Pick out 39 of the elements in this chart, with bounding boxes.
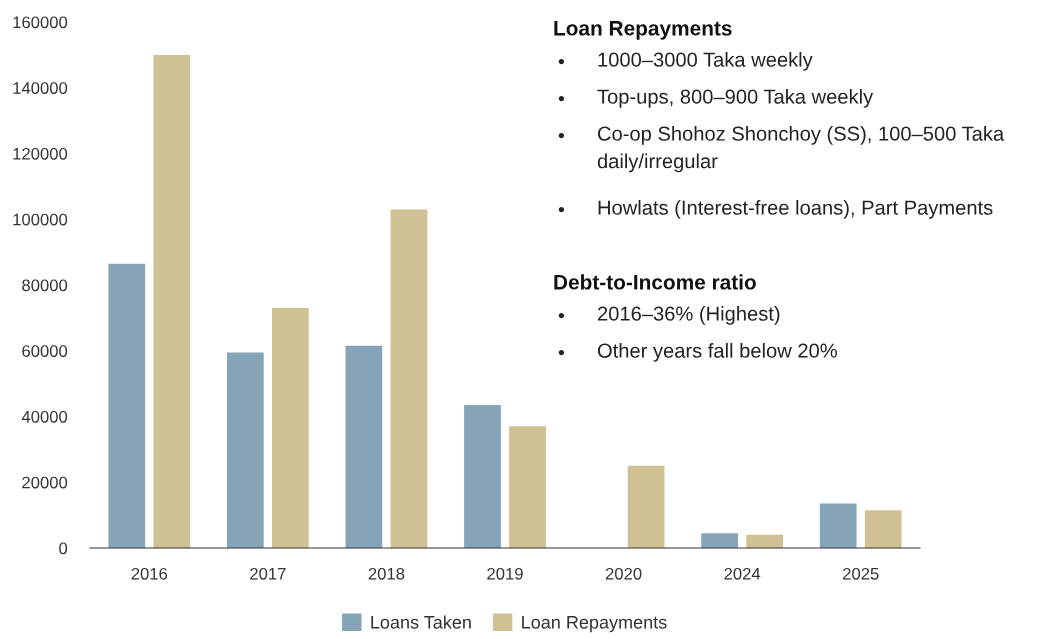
y-tick-label: 20000 [22,476,68,489]
bar [153,54,191,548]
bar [464,404,501,548]
y-tick-label: 140000 [13,82,68,94]
x-tick-label: 2017 [250,567,286,580]
x-tick-label: 2024 [724,567,761,580]
y-tick-label: 0 [59,542,68,555]
text: • 1000–3000 Taka weekly [558,52,813,71]
text: • 2016–36% (Highest) [558,306,780,325]
x-tick-label: 2019 [487,567,523,580]
text: • Top-ups, 800–900 Taka weekly [558,89,874,108]
bar [272,308,309,548]
bar [509,426,546,548]
y-tick-label: 40000 [21,410,68,423]
bar [345,345,383,548]
legend-label: Loan Repayments [522,616,667,633]
y-tick-label: 80000 [22,279,68,292]
x-tick-label: 2016 [131,567,168,580]
x-tick-label: 2018 [368,567,405,580]
y-tick-label: 120000 [13,147,68,160]
y-tick-label: 60000 [22,345,68,357]
text: • Other years fall below 20% [558,343,837,362]
annotation: Loan Repayments [554,21,732,40]
bar [627,465,665,548]
y-tick-label: 160000 [13,16,68,29]
x-tick-label: 2025 [843,567,879,580]
text: • Co-op Shohoz Shonchoy (SS), 100–500 Taka daily/irregular [558,126,1005,173]
bar [108,263,146,548]
y-tick-label: 100000 [13,213,68,226]
annotation: Debt-to-Income ratio [554,274,756,290]
bar [701,533,738,548]
bar [390,209,428,548]
legend-label: Loans Taken [371,615,471,629]
bar [746,534,784,548]
x-tick-label: 2020 [605,567,642,580]
text: • Howlats (Interest-free loans), Part Payments [558,200,993,219]
bar [226,352,264,548]
bar [864,510,902,548]
bar [819,503,857,548]
